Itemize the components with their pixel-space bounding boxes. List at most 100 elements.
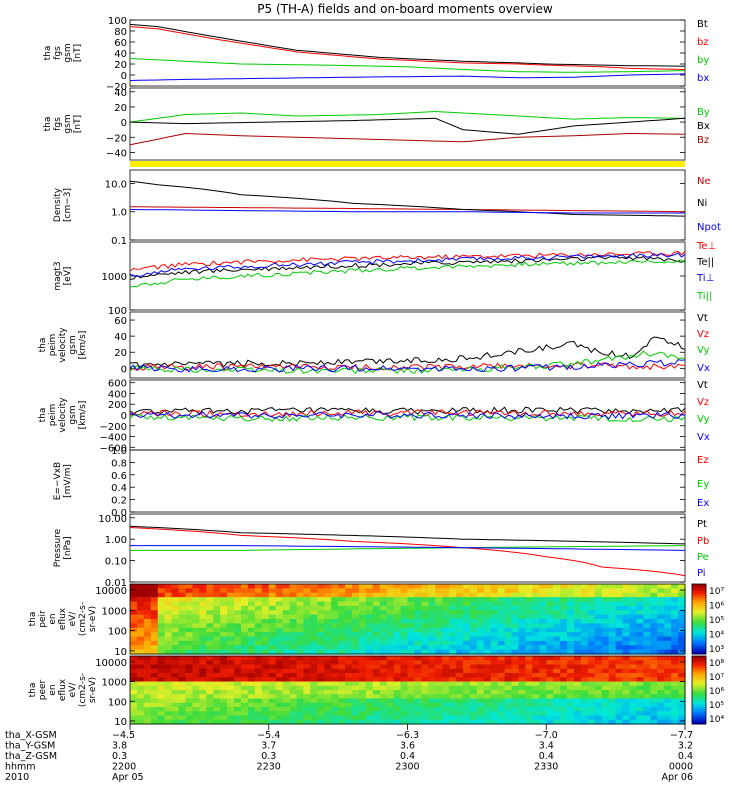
heatmap-cell (171, 649, 180, 655)
heatmap-cell (622, 656, 631, 661)
heatmap-cell (636, 656, 644, 661)
heatmap-cell (331, 601, 339, 607)
heatmap-cell (241, 690, 249, 695)
heatmap-cell (324, 627, 332, 633)
heatmap-cell (580, 640, 589, 646)
heatmap-cell (317, 649, 325, 655)
heatmap-cell (199, 685, 207, 691)
heatmap-cell (282, 694, 291, 700)
colorbar-swatch (692, 696, 706, 699)
heatmap-cell (518, 601, 527, 607)
heatmap-cell (289, 702, 298, 708)
heatmap-cell (254, 605, 263, 611)
heatmap-cell (192, 685, 200, 691)
heatmap-cell (497, 677, 506, 683)
heatmap-cell (345, 584, 353, 589)
heatmap-cell (622, 640, 631, 646)
heatmap-cell (622, 694, 631, 700)
heatmap-cell (206, 605, 214, 611)
heatmap-cell (587, 610, 596, 616)
heatmap-cell (393, 636, 402, 642)
heatmap-cell (254, 673, 263, 678)
heatmap-cell (199, 645, 207, 651)
heatmap-cell (463, 627, 471, 633)
heatmap-cell (386, 614, 395, 620)
heatmap-cell (261, 664, 270, 670)
heatmap-cell (282, 584, 291, 589)
heatmap-cell (365, 588, 374, 594)
heatmap-cell (331, 677, 339, 683)
heatmap-cell (234, 694, 242, 700)
heatmap-cell (421, 707, 429, 712)
y-axis-label-line: [nT] (73, 44, 83, 62)
heatmap-cell (352, 619, 360, 624)
heatmap-cell (379, 636, 388, 642)
heatmap-cell (608, 719, 617, 725)
heatmap-cell (358, 610, 367, 616)
heatmap-cell (157, 592, 166, 598)
heatmap-cell (601, 719, 610, 725)
y-axis-label-line: fgs (53, 117, 63, 131)
heatmap-cell (192, 597, 200, 603)
heatmap-cell (254, 584, 263, 589)
heatmap-cell (254, 668, 263, 674)
heatmap-cell (463, 632, 471, 638)
heatmap-cell (296, 640, 305, 646)
heatmap-cell (220, 681, 228, 687)
colorbar-swatch (692, 617, 706, 620)
heatmap-cell (331, 656, 339, 661)
heatmap-cell (220, 632, 228, 638)
heatmap-cell (275, 623, 284, 629)
heatmap-cell (227, 711, 235, 717)
heatmap-cell (650, 664, 658, 670)
heatmap-cell (282, 707, 291, 712)
heatmap-cell (463, 592, 471, 598)
heatmap-cell (130, 584, 138, 589)
heatmap-cell (241, 694, 249, 700)
heatmap-cell (636, 715, 644, 721)
heatmap-cell (296, 694, 305, 700)
heatmap-cell (622, 719, 631, 725)
heatmap-cell (539, 597, 547, 603)
heatmap-cell (157, 640, 166, 646)
heatmap-cell (629, 601, 638, 607)
legend-entry: Bt (697, 19, 708, 30)
y-axis-label-line: (cm2-s- (78, 602, 88, 636)
heatmap-cell (414, 698, 422, 704)
heatmap-cell (220, 640, 228, 646)
heatmap-cell (546, 664, 554, 670)
heatmap-cell (615, 597, 624, 603)
heatmap-cell (289, 685, 298, 691)
heatmap-cell (282, 588, 291, 594)
heatmap-cell (234, 588, 242, 594)
heatmap-cell (497, 592, 506, 598)
heatmap-cell (546, 627, 554, 633)
heatmap-cell (178, 592, 187, 598)
heatmap-cell (553, 592, 561, 598)
heatmap-cell (449, 681, 457, 687)
series-line-Npot (129, 209, 685, 214)
heatmap-cell (303, 649, 311, 655)
heatmap-cell (130, 707, 138, 712)
heatmap-cell (671, 715, 679, 721)
heatmap-cell (476, 673, 485, 678)
heatmap-cell (150, 668, 159, 674)
heatmap-cell (365, 632, 374, 638)
heatmap-cell (643, 588, 651, 594)
heatmap-cell (539, 636, 547, 642)
colorbar-swatch (692, 634, 706, 637)
heatmap-cell (414, 601, 422, 607)
heatmap-cell (310, 656, 318, 661)
heatmap-cell (504, 677, 513, 683)
heatmap-cell (331, 614, 339, 620)
heatmap-cell (289, 660, 298, 666)
heatmap-cell (546, 645, 554, 651)
y-tick-label: −40 (106, 148, 127, 159)
heatmap-cell (539, 640, 547, 646)
heatmap-cell (456, 632, 464, 638)
heatmap-cell (483, 690, 492, 695)
heatmap-cell (414, 681, 422, 687)
heatmap-cell (518, 588, 527, 594)
heatmap-cell (671, 694, 679, 700)
